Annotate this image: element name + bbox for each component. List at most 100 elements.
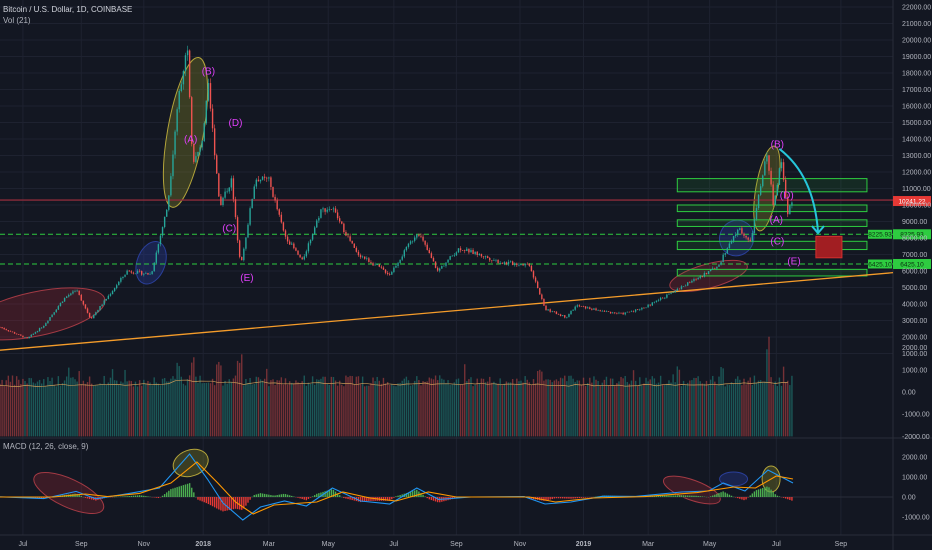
macd-histogram-bar: [330, 489, 333, 497]
volume-bar: [714, 381, 716, 437]
candle-body: [209, 83, 212, 109]
candle-body: [536, 281, 539, 289]
candle-body: [245, 237, 247, 249]
candle-body: [76, 290, 78, 292]
volume-bar: [541, 371, 543, 437]
volume-bar: [293, 383, 295, 437]
candle-body: [159, 235, 162, 245]
macd-histogram-bar: [309, 497, 312, 498]
candle-body: [293, 243, 295, 249]
volume-bar: [116, 380, 118, 437]
volume-bar: [637, 385, 639, 437]
volume-bar: [751, 384, 754, 437]
volume-bar: [439, 375, 441, 437]
volume-bar: [570, 375, 572, 437]
volume-bar: [303, 375, 305, 437]
volume-bar: [222, 385, 224, 437]
volume-bar: [178, 366, 180, 437]
volume-bar: [778, 377, 781, 437]
candle-body: [166, 209, 168, 217]
macd-histogram-bar: [668, 495, 670, 497]
macd-histogram-bar: [226, 497, 228, 511]
macd-histogram-bar: [739, 497, 741, 499]
volume-bar: [249, 377, 251, 437]
candle-body: [749, 239, 751, 241]
candle-body: [222, 197, 224, 206]
candle-body: [461, 250, 464, 251]
volume-bar: [47, 377, 49, 437]
volume-bar: [343, 386, 345, 437]
volume-bar: [97, 385, 99, 437]
candle-body: [497, 259, 499, 263]
macd-histogram-bar: [357, 497, 360, 502]
volume-bar: [182, 383, 185, 437]
volume-bar: [720, 366, 722, 437]
volume-bar: [424, 381, 426, 437]
volume-bar: [659, 375, 662, 437]
volume-bar: [261, 380, 264, 437]
candle-body: [353, 243, 355, 248]
macd-histogram-bar: [547, 497, 549, 501]
volume-bar: [101, 383, 103, 437]
macd-histogram-bar: [318, 493, 320, 497]
volume-bar: [184, 385, 187, 437]
candle-body: [745, 235, 747, 238]
candle-body: [74, 291, 76, 292]
candle-body: [341, 221, 343, 224]
volume-bar: [545, 379, 547, 437]
red-ellipse-2017: [0, 287, 106, 341]
price-tick-label: 4000.00: [902, 302, 927, 309]
volume-bar: [334, 380, 337, 437]
volume-bar: [551, 382, 553, 437]
volume-bar: [428, 377, 431, 437]
volume-tick-label: 1000.00: [902, 367, 927, 374]
macd-histogram-bar: [389, 497, 391, 501]
candle-body: [274, 196, 276, 201]
macd-histogram-bar: [224, 497, 226, 511]
volume-bar: [90, 383, 93, 437]
price-tick-label: 12000.00: [902, 170, 931, 177]
candle-body: [291, 243, 293, 245]
candle-body: [270, 177, 272, 188]
volume-bar: [432, 379, 435, 437]
candle-body: [680, 286, 683, 290]
candle-body: [416, 234, 418, 238]
volume-bar: [332, 377, 335, 437]
candle-body: [186, 50, 189, 56]
macd-histogram-bar: [368, 497, 370, 502]
candle-body: [734, 234, 737, 237]
macd-histogram-bar: [184, 484, 187, 497]
volume-bar: [282, 384, 285, 437]
last-price-tag: 10241.22: [898, 198, 925, 205]
volume-bar: [441, 378, 443, 437]
volume-bar: [251, 384, 253, 437]
volume-bar: [193, 357, 195, 437]
candle-body: [113, 288, 116, 292]
volume-bar: [147, 380, 149, 437]
candle-body: [411, 240, 414, 242]
macd-histogram-bar: [36, 497, 39, 499]
candle-body: [422, 236, 424, 241]
macd-histogram-bar: [353, 497, 355, 501]
volume-bar: [159, 385, 162, 437]
volume-bar: [486, 381, 489, 437]
volume-bar: [166, 381, 168, 437]
volume-bar: [347, 377, 349, 437]
macd-histogram-bar: [268, 494, 270, 497]
volume-bar: [524, 376, 526, 437]
candle-body: [628, 311, 631, 313]
candle-body: [455, 252, 458, 256]
macd-histogram-bar: [138, 495, 141, 497]
volume-bar: [497, 383, 499, 437]
volume-bar: [372, 377, 374, 437]
macd-histogram-bar: [284, 494, 287, 497]
candle-body: [753, 219, 756, 233]
macd-histogram-bar: [80, 495, 82, 497]
volume-bar: [689, 380, 691, 437]
volume-bar: [418, 380, 420, 437]
candle-body: [766, 155, 768, 162]
annotations-front: (A) (B) (C) (D) (E) (A) (B) (C) (D) (E) 10241.22 82…: [184, 67, 931, 284]
volume-bar: [15, 376, 18, 437]
volume-bar: [124, 369, 126, 437]
